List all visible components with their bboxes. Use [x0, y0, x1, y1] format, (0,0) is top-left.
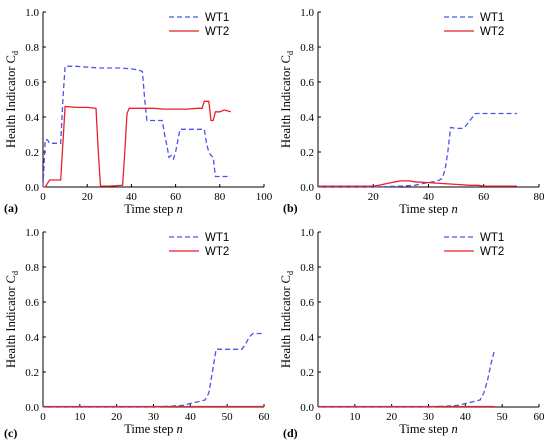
x-tick-label: 40 — [423, 191, 435, 203]
legend-label-wt1: WT1 — [480, 232, 504, 244]
y-tick-label: 0.6 — [300, 77, 314, 89]
y-axis-label: Health Indicator Cd — [279, 271, 295, 368]
x-tick-label: 100 — [256, 191, 273, 203]
panel-3: 0.0 0.2 0.4 0.6 0.8 1.0 0 10 20 30 40 50 60 Time step… — [279, 227, 545, 440]
panel-label: (c) — [4, 426, 17, 440]
series-line-wt1 — [318, 349, 496, 408]
y-tick-label: 0.8 — [300, 42, 314, 54]
x-tick-label: 50 — [497, 411, 509, 423]
legend-label-wt2: WT2 — [205, 26, 229, 38]
legend-label-wt1: WT1 — [205, 232, 229, 244]
y-tick-label: 0.2 — [300, 367, 314, 379]
y-tick-label: 1.0 — [25, 227, 39, 239]
legend-label-wt1: WT1 — [480, 12, 504, 24]
x-tick-label: 0 — [315, 411, 321, 423]
y-tick-label: 1.0 — [300, 227, 314, 239]
y-tick-label: 0.2 — [25, 367, 39, 379]
panel-2: 0.0 0.2 0.4 0.6 0.8 1.0 0 10 20 30 40 50 60 Time step… — [4, 227, 270, 440]
y-tick-label: 1.0 — [25, 7, 39, 19]
x-tick-label: 30 — [423, 411, 435, 423]
x-axis-label: Time step n — [124, 422, 183, 436]
x-axis-label: Time step n — [124, 202, 183, 216]
y-tick-label: 0.4 — [300, 332, 314, 344]
x-tick-label: 40 — [460, 411, 472, 423]
y-tick-label: 0.8 — [25, 262, 39, 274]
y-tick-label: 0.0 — [25, 402, 39, 414]
y-axis-label: Health Indicator Cd — [4, 271, 20, 368]
panel-0: 0.0 0.2 0.4 0.6 0.8 1.0 0 20 40 60 80 100 Time step … — [4, 7, 273, 216]
series-line-wt1 — [43, 332, 264, 408]
x-tick-label: 80 — [534, 191, 546, 203]
legend-label-wt2: WT2 — [480, 26, 504, 38]
x-tick-label: 20 — [82, 191, 94, 203]
y-tick-label: 0.4 — [25, 332, 39, 344]
x-tick-label: 20 — [386, 411, 398, 423]
x-tick-label: 60 — [170, 191, 182, 203]
y-tick-label: 0.6 — [25, 297, 39, 309]
x-axis-label: Time step n — [399, 422, 458, 436]
legend-label-wt2: WT2 — [205, 246, 229, 258]
x-tick-label: 20 — [368, 191, 380, 203]
panel-1: 0.0 0.2 0.4 0.6 0.8 1.0 0 20 40 60 80 Time step n He… — [279, 7, 545, 216]
x-tick-label: 10 — [74, 411, 86, 423]
x-tick-label: 0 — [40, 411, 46, 423]
x-tick-label: 60 — [478, 191, 490, 203]
panel-label: (a) — [4, 201, 18, 215]
series-line-wt2 — [43, 100, 231, 188]
y-tick-label: 0.8 — [300, 262, 314, 274]
y-tick-label: 0.4 — [25, 112, 39, 124]
y-axis-label: Health Indicator Cd — [4, 51, 20, 148]
y-tick-label: 0.2 — [25, 147, 39, 159]
series-line-wt1 — [318, 112, 517, 188]
x-tick-label: 0 — [315, 191, 321, 203]
x-tick-label: 50 — [222, 411, 234, 423]
x-tick-label: 60 — [259, 411, 271, 423]
x-tick-label: 20 — [111, 411, 123, 423]
y-tick-label: 0.0 — [300, 402, 314, 414]
y-tick-label: 0.6 — [25, 77, 39, 89]
legend-label-wt1: WT1 — [205, 12, 229, 24]
x-tick-label: 30 — [148, 411, 160, 423]
series-line-wt2 — [318, 180, 517, 187]
panel-label: (b) — [283, 201, 298, 215]
y-tick-label: 0.8 — [25, 42, 39, 54]
x-tick-label: 80 — [214, 191, 226, 203]
y-tick-label: 0.2 — [300, 147, 314, 159]
y-tick-label: 1.0 — [300, 7, 314, 19]
legend-label-wt2: WT2 — [480, 246, 504, 258]
y-tick-label: 0.4 — [300, 112, 314, 124]
panel-label: (d) — [283, 426, 298, 440]
x-tick-label: 40 — [126, 191, 138, 203]
x-tick-label: 0 — [40, 191, 46, 203]
y-axis-label: Health Indicator Cd — [279, 51, 295, 148]
y-tick-label: 0.6 — [300, 297, 314, 309]
x-tick-label: 40 — [185, 411, 197, 423]
series-line-wt1 — [42, 65, 231, 188]
x-axis-label: Time step n — [399, 202, 458, 216]
y-tick-label: 0.0 — [25, 182, 39, 194]
x-tick-label: 10 — [349, 411, 361, 423]
y-tick-label: 0.0 — [300, 182, 314, 194]
x-tick-label: 60 — [534, 411, 546, 423]
